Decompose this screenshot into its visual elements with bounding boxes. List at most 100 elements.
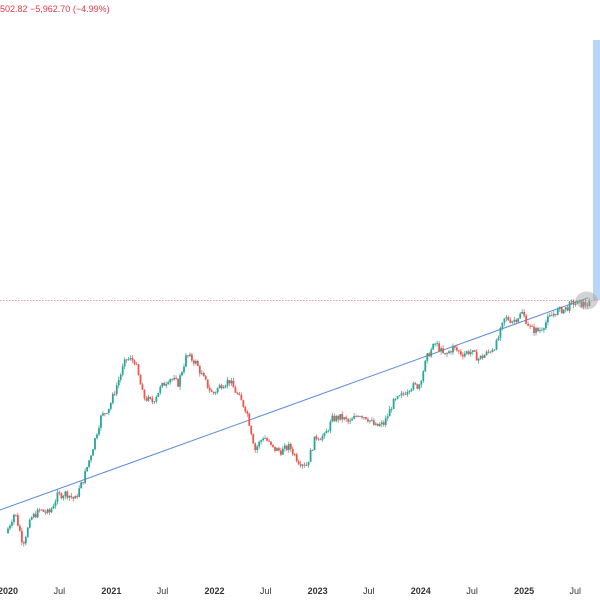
x-tick-label: Jul xyxy=(363,586,375,596)
candle-body xyxy=(572,301,575,305)
candle-body xyxy=(102,413,104,416)
candle-body xyxy=(46,509,49,513)
candle-body xyxy=(149,396,152,399)
candle-body xyxy=(64,491,67,497)
candle-body xyxy=(175,377,177,379)
candle-body xyxy=(109,403,112,409)
candle-body xyxy=(303,464,306,466)
candle-body xyxy=(495,340,498,350)
candle-body xyxy=(28,519,31,528)
candle-body xyxy=(173,377,176,380)
candle-body xyxy=(38,509,41,511)
candle-body xyxy=(471,350,474,352)
candle-body xyxy=(481,355,484,358)
candle-body xyxy=(525,315,528,324)
candle-body xyxy=(189,354,191,356)
candle-body xyxy=(475,351,478,361)
candle-body xyxy=(424,360,427,372)
candle-body xyxy=(117,379,120,386)
candle-body xyxy=(461,354,464,357)
candle-body xyxy=(16,515,19,526)
candle-body xyxy=(546,316,549,323)
x-tick-label: 2022 xyxy=(205,586,225,596)
candle-body xyxy=(96,434,98,439)
candle-body xyxy=(370,420,373,421)
x-axis: 2020 Jul 2021 Jul 2022 Jul 2023 Jul 2024 Jul 2025 J… xyxy=(0,586,581,596)
candle-body xyxy=(556,308,559,315)
candle-body xyxy=(141,384,144,390)
candle-body xyxy=(469,351,472,355)
candlestick-series xyxy=(7,297,591,547)
candle-body xyxy=(36,509,39,518)
candle-body xyxy=(333,415,336,422)
candle-body xyxy=(576,300,579,304)
candle-body xyxy=(485,351,488,356)
candle-body xyxy=(295,454,298,462)
x-tick-label: 2021 xyxy=(101,586,121,596)
candle-body xyxy=(412,383,415,390)
candle-body xyxy=(448,351,450,354)
candle-body xyxy=(254,443,257,450)
x-tick-label: 2023 xyxy=(308,586,328,596)
candle-body xyxy=(181,372,183,376)
candle-body xyxy=(272,444,274,447)
candle-body xyxy=(169,379,172,383)
candle-body xyxy=(369,420,371,422)
candle-body xyxy=(457,350,460,352)
candle-body xyxy=(501,322,504,329)
candle-body xyxy=(541,329,543,331)
candle-body xyxy=(194,360,197,364)
candle-body xyxy=(88,460,90,467)
candle-body xyxy=(374,423,377,425)
candle-body xyxy=(82,482,85,484)
candle-body xyxy=(527,323,530,326)
candle-body xyxy=(280,450,282,455)
x-tick-label: Jul xyxy=(260,586,272,596)
candle-body xyxy=(440,348,442,352)
candle-body xyxy=(376,423,379,427)
candle-body xyxy=(218,385,221,389)
candle-body xyxy=(200,372,203,374)
candle-body xyxy=(192,360,195,364)
candle-body xyxy=(311,450,314,451)
candle-body xyxy=(78,488,81,497)
candle-body xyxy=(398,395,401,397)
candle-body xyxy=(187,355,189,357)
candle-body xyxy=(560,307,563,314)
x-tick-label: Jul xyxy=(466,586,478,596)
x-tick-label: 2025 xyxy=(514,586,534,596)
candle-body xyxy=(509,320,512,323)
candle-body xyxy=(246,411,249,414)
candle-body xyxy=(232,380,235,388)
candle-body xyxy=(30,517,33,520)
candle-body xyxy=(339,414,342,420)
candle-body xyxy=(52,506,55,509)
candle-body xyxy=(58,492,61,494)
candle-body xyxy=(357,416,359,417)
candle-body xyxy=(278,448,280,451)
candle-body xyxy=(388,409,391,417)
candle-body xyxy=(230,380,233,384)
candle-body xyxy=(456,347,458,351)
candle-body xyxy=(351,418,354,421)
candle-body xyxy=(349,420,352,422)
candle-body xyxy=(337,416,340,420)
candle-body xyxy=(167,382,170,385)
candle-body xyxy=(266,438,268,441)
candle-body xyxy=(86,466,89,472)
candle-body xyxy=(204,376,207,380)
candle-body xyxy=(392,399,395,410)
candle-body xyxy=(523,311,526,316)
candle-body xyxy=(307,461,310,466)
candle-body xyxy=(552,313,555,316)
candle-body xyxy=(408,390,411,393)
candle-body xyxy=(543,328,545,330)
x-tick-label: Jul xyxy=(54,586,66,596)
candle-body xyxy=(191,354,193,361)
candle-body xyxy=(105,413,108,414)
x-tick-label: Jul xyxy=(570,586,582,596)
candle-body xyxy=(309,450,312,462)
candle-body xyxy=(20,530,23,543)
candle-body xyxy=(24,537,27,544)
